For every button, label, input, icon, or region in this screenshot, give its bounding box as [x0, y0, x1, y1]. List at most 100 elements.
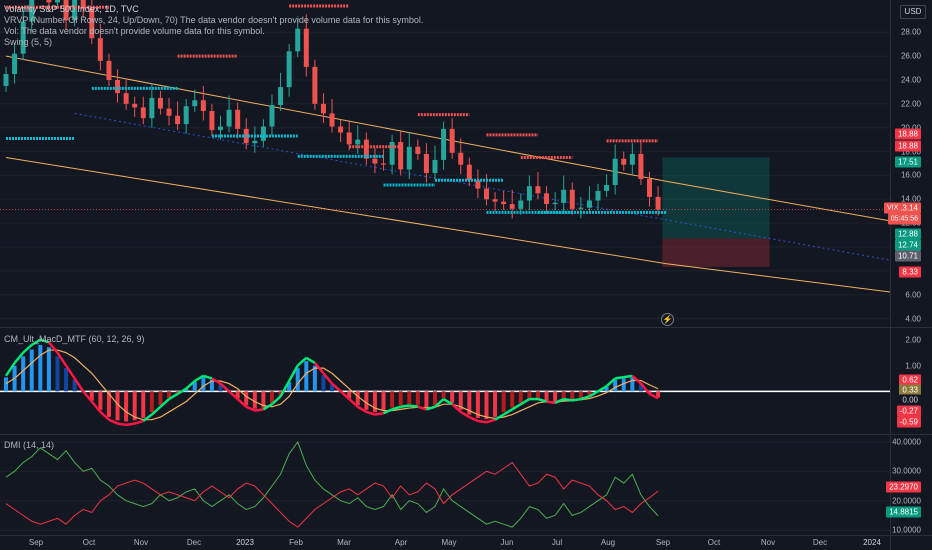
macd-histogram-bar — [38, 344, 43, 392]
macd-chart[interactable] — [0, 328, 890, 434]
macd-line-segment — [245, 405, 256, 412]
time-tick-label: Sep — [28, 538, 44, 547]
candle-body — [218, 126, 223, 131]
price-tick-label: 24.00 — [900, 75, 921, 85]
macd-value-label: 0.00 — [899, 394, 921, 406]
macd-histogram-bar — [510, 391, 515, 408]
macd-line-segment — [82, 390, 93, 403]
candle-body — [97, 38, 103, 61]
candle-body — [355, 139, 361, 145]
price-axis[interactable]: 28.00 26.00 24.00 22.00 20.00 18.00 16.00 14.00… — [886, 0, 932, 550]
macd-value-label: 0.33 — [899, 384, 921, 396]
dmi-tick-label: 10.0000 — [892, 525, 921, 535]
candle-body — [604, 184, 610, 191]
macd-line-segment — [176, 387, 187, 395]
macd-histogram-bar — [132, 391, 137, 421]
candle-body — [166, 108, 172, 116]
macd-histogram-bar — [398, 391, 403, 406]
dmi-legend[interactable]: DMI (14, 14) — [4, 440, 54, 451]
macd-histogram-bar — [501, 391, 506, 413]
candle-body — [260, 126, 266, 141]
candle-body — [89, 8, 95, 39]
macd-line-segment — [477, 419, 487, 424]
vrvp-legend[interactable]: VRVP (Number Of Rows, 24, Up/Down, 70) T… — [4, 15, 424, 25]
macd-histogram-bar — [381, 391, 386, 412]
pane-divider[interactable] — [0, 327, 932, 328]
macd-line-segment — [409, 404, 419, 409]
time-tick-label: Nov — [133, 538, 149, 547]
macd-histogram-bar — [578, 391, 583, 399]
time-tick-label: Jun — [500, 538, 514, 547]
macd-line-segment — [56, 351, 68, 367]
time-tick-label: 2024 — [863, 538, 881, 547]
macd-line-segment — [254, 408, 264, 412]
time-tick-label: Sep — [655, 538, 671, 547]
symbol-title[interactable]: Volatility S&P 500 Index, 1D, TVC — [4, 4, 139, 14]
candle-body — [381, 163, 387, 165]
macd-line-segment — [185, 380, 196, 390]
macd-histogram-bar — [304, 361, 309, 392]
candle-body — [252, 140, 258, 144]
candle-body — [175, 115, 181, 125]
macd-histogram-bar — [604, 386, 609, 392]
candle-body — [492, 199, 498, 202]
macd-histogram-bar — [98, 391, 103, 410]
candle-body — [12, 53, 18, 75]
price-tick-label: 6.00 — [905, 290, 921, 300]
macd-line-segment — [108, 418, 119, 425]
macd-histogram-bar — [355, 391, 360, 406]
macd-histogram-bar — [390, 391, 395, 408]
macd-histogram-bar — [287, 382, 292, 392]
macd-histogram-bar — [4, 377, 8, 392]
price-chart[interactable] — [0, 0, 890, 327]
macd-line-segment — [142, 413, 153, 422]
dmi-title[interactable]: DMI (14, 14) — [4, 440, 55, 450]
candle-body — [535, 186, 541, 194]
macd-histogram-bar — [167, 391, 172, 399]
macd-title[interactable]: CM_Ult_MacD_MTF (60, 12, 26, 9) — [4, 334, 145, 344]
vol-legend[interactable]: Vol: The data vendor doesn't provide vol… — [4, 26, 265, 36]
pane-divider[interactable] — [0, 434, 932, 435]
candle-body — [72, 0, 78, 21]
candle-body — [63, 0, 69, 21]
macd-line-segment — [228, 390, 239, 400]
macd-line-segment — [219, 382, 230, 393]
last-price-label: 13.14 — [894, 202, 921, 214]
price-pane[interactable]: Volatility S&P 500 Index, 1D, TVC VRVP (… — [0, 0, 932, 327]
macd-line-segment — [31, 338, 41, 346]
dmi-tick-label: 20.0000 — [892, 496, 921, 506]
macd-histogram-bar — [433, 391, 437, 406]
macd-line-segment — [313, 362, 325, 375]
macd-histogram-bar — [518, 391, 523, 403]
macd-line-segment — [47, 341, 59, 354]
macd-line-segment — [614, 375, 624, 380]
dmi-chart[interactable] — [0, 435, 890, 535]
swing-legend[interactable]: Swing (5, 5) — [4, 37, 53, 47]
macd-line-segment — [159, 398, 170, 408]
macd-line-segment — [22, 343, 33, 354]
macd-histogram-bar — [21, 356, 26, 392]
dmi-pane[interactable]: DMI (14, 14) — [0, 435, 932, 535]
candle-body — [346, 132, 352, 145]
currency-button[interactable]: USD — [900, 5, 926, 19]
candle-body — [526, 186, 532, 201]
time-tick-label: Aug — [600, 538, 616, 547]
candle-body — [320, 103, 326, 114]
macd-pane[interactable]: CM_Ult_MacD_MTF (60, 12, 26, 9) — [0, 328, 932, 434]
candle-body — [432, 159, 438, 174]
candle-body — [20, 21, 26, 54]
macd-line-segment — [520, 397, 531, 406]
macd-histogram-bar — [29, 349, 34, 392]
macd-histogram-bar — [192, 382, 197, 392]
macd-histogram-bar — [621, 378, 626, 392]
macd-legend[interactable]: CM_Ult_MacD_MTF (60, 12, 26, 9) — [4, 334, 145, 345]
macd-line-segment — [442, 397, 453, 406]
macd-line-segment — [348, 398, 359, 408]
macd-line-segment — [580, 395, 590, 401]
candle-body — [612, 158, 618, 185]
macd-line-segment — [90, 400, 102, 413]
macd-line-segment — [13, 351, 25, 364]
lightning-icon[interactable]: ⚡ — [661, 313, 674, 326]
macd-histogram-bar — [64, 368, 69, 392]
dmi-plus-line — [5, 440, 659, 528]
